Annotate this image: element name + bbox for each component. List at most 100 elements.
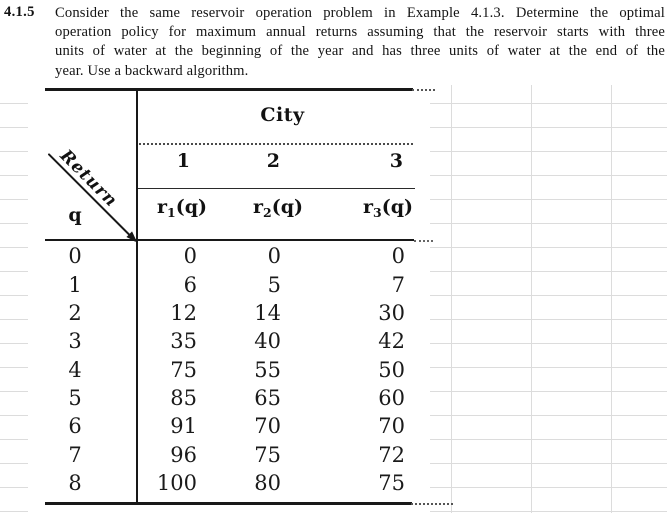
cell-q: 3 (68, 329, 82, 354)
corner-spacer (45, 196, 137, 220)
city-column-3: 3 (389, 150, 403, 172)
cell-r3: 72 (378, 442, 405, 467)
cell-r2: 65 (254, 385, 281, 410)
table-row: 7 96 75 72 (45, 440, 435, 468)
return-function-header-row: r1(q) r2(q) r3(q) (45, 196, 435, 220)
cell-q: 0 (68, 244, 82, 269)
grid-line (0, 247, 28, 248)
grid-line (430, 343, 667, 344)
city-underline (136, 143, 413, 145)
cell-r2: 0 (267, 244, 281, 269)
grid-line (430, 415, 667, 416)
cell-q: 1 (68, 272, 82, 297)
table-row: 3 35 40 42 (45, 327, 435, 355)
corner-q-label: q (68, 204, 82, 226)
cell-r3: 0 (391, 244, 405, 269)
grid-line (0, 343, 28, 344)
cell-r2: 80 (254, 470, 281, 495)
cell-r1: 91 (170, 414, 197, 439)
problem-number: 4.1.5 (4, 4, 35, 20)
cell-r2: 14 (254, 300, 281, 325)
cell-r3: 70 (378, 414, 405, 439)
grid-line (430, 271, 667, 272)
grid-line (0, 271, 28, 272)
cell-r1: 75 (170, 357, 197, 382)
cell-r2: 55 (254, 357, 281, 382)
return-header-r1: r1(q) (157, 196, 207, 220)
table-top-border-dotted (412, 89, 435, 91)
grid-line (0, 439, 28, 440)
cell-r3: 75 (378, 470, 405, 495)
cell-q: 2 (68, 300, 82, 325)
grid-line (0, 463, 28, 464)
grid-line (430, 487, 667, 488)
table-body: 0 0 0 0 1 6 5 7 2 12 14 30 3 35 40 42 (45, 242, 435, 497)
city-column-2: 2 (266, 150, 280, 172)
grid-line (0, 487, 28, 488)
grid-line (0, 319, 28, 320)
cell-r3: 7 (391, 272, 405, 297)
cell-r1: 0 (183, 244, 197, 269)
table-row: 4 75 55 50 (45, 355, 435, 383)
grid-line (430, 463, 667, 464)
problem-line: Consider the same reservoir operation pr… (55, 5, 665, 21)
grid-line (0, 295, 28, 296)
grid-line (430, 103, 667, 104)
return-header-r3: r3(q) (363, 196, 413, 220)
table-row: 0 0 0 0 (45, 242, 435, 270)
problem-statement: Consider the same reservoir operation pr… (55, 4, 665, 81)
problem-line: units of water at the beginning of the y… (55, 43, 665, 60)
cell-r3: 30 (378, 300, 405, 325)
cell-r3: 42 (378, 329, 405, 354)
header-bottom-border (45, 239, 414, 242)
table-row: 1 6 5 7 (45, 270, 435, 298)
grid-line (0, 103, 28, 104)
problem-line: year. Use a backward algorithm. (55, 62, 249, 79)
table-row: 5 85 65 60 (45, 384, 435, 412)
table-top-border (45, 88, 413, 91)
grid-line (430, 367, 667, 368)
city-column-1: 1 (176, 150, 190, 172)
return-header-r2: r2(q) (253, 196, 303, 220)
grid-line (451, 85, 452, 513)
grid-line (0, 391, 28, 392)
cell-r1: 85 (170, 385, 197, 410)
table-row: 8 100 80 75 (45, 469, 435, 497)
cell-q: 7 (68, 442, 82, 467)
table-bottom-border (45, 502, 412, 505)
grid-line (0, 127, 28, 128)
table-bottom-border-dotted (411, 503, 453, 505)
cell-r2: 40 (254, 329, 281, 354)
cell-q: 8 (68, 470, 82, 495)
cell-q: 6 (68, 414, 82, 439)
cell-r1: 12 (170, 300, 197, 325)
grid-line (0, 367, 28, 368)
column-numbers-underline (137, 188, 415, 190)
grid-line (0, 415, 28, 416)
grid-line (0, 151, 28, 152)
grid-line (430, 295, 667, 296)
cell-r1: 100 (156, 470, 197, 495)
corner-spacer (45, 150, 137, 172)
grid-line (430, 511, 667, 512)
header-bottom-border-dotted (414, 240, 433, 242)
cell-q: 5 (68, 385, 82, 410)
grid-line (430, 127, 667, 128)
cell-r3: 60 (378, 385, 405, 410)
city-column-numbers-row: 1 2 3 (45, 150, 435, 172)
table-vertical-divider (136, 88, 138, 505)
cell-r1: 6 (183, 272, 197, 297)
problem-line: operation policy for maximum annual retu… (55, 24, 665, 41)
grid-line (0, 223, 28, 224)
table-row: 2 12 14 30 (45, 299, 435, 327)
grid-line (430, 247, 667, 248)
table-row: 6 91 70 70 (45, 412, 435, 440)
grid-line (0, 175, 28, 176)
grid-line (430, 175, 667, 176)
cell-r2: 70 (254, 414, 281, 439)
grid-line (430, 391, 667, 392)
grid-line (531, 85, 532, 513)
cell-r1: 35 (170, 329, 197, 354)
